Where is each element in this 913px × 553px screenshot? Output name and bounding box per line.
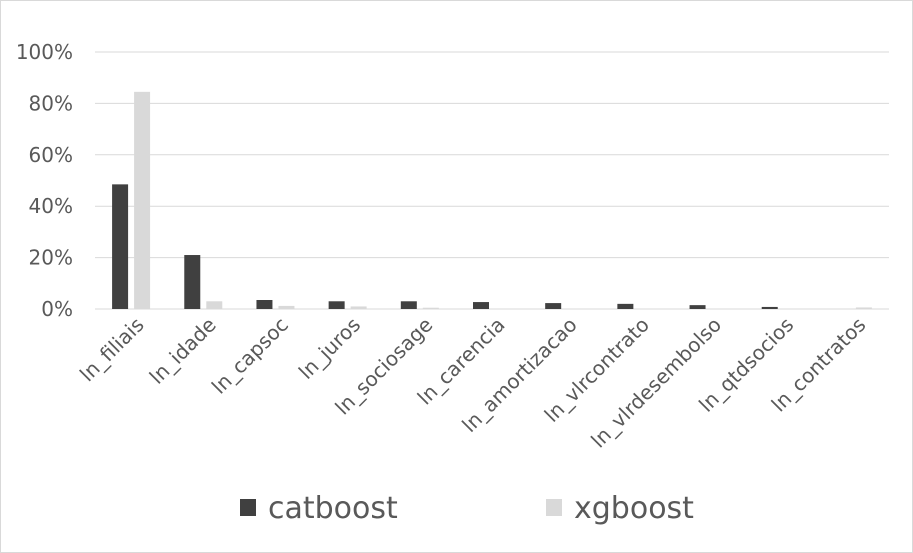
bar-catboost bbox=[328, 301, 345, 309]
x-tick-label: ln_vlrdesembolso bbox=[586, 313, 726, 453]
y-tick-label: 100% bbox=[16, 40, 73, 64]
bar-xgboost bbox=[206, 301, 223, 309]
bar-catboost bbox=[400, 301, 417, 309]
bar-catboost bbox=[256, 300, 273, 309]
bar-catboost bbox=[689, 305, 706, 309]
bar-xgboost bbox=[422, 307, 439, 309]
bar-xgboost bbox=[855, 307, 872, 309]
y-tick-label: 20% bbox=[29, 246, 73, 270]
y-tick-label: 0% bbox=[41, 297, 73, 321]
bar-catboost bbox=[761, 306, 778, 309]
y-axis-ticks: 0% 20% 40% 60% 80% 100% bbox=[16, 40, 73, 321]
bars bbox=[112, 91, 872, 310]
legend: catboost xgboost bbox=[240, 491, 694, 526]
legend-label-xgboost: xgboost bbox=[574, 491, 694, 526]
gridlines bbox=[95, 51, 889, 310]
bar-catboost bbox=[617, 303, 634, 309]
bar-xgboost bbox=[278, 305, 295, 309]
y-tick-label: 40% bbox=[29, 194, 73, 218]
x-tick-label: ln_capsoc bbox=[207, 313, 293, 399]
legend-swatch-xgboost bbox=[546, 499, 562, 516]
y-tick-label: 80% bbox=[29, 91, 73, 115]
bar-xgboost bbox=[350, 306, 367, 309]
bar-catboost bbox=[184, 255, 201, 309]
legend-swatch-catboost bbox=[240, 499, 256, 516]
bar-catboost bbox=[545, 303, 562, 309]
x-tick-label: ln_juros bbox=[294, 313, 365, 384]
bar-catboost bbox=[473, 302, 489, 309]
bar-xgboost bbox=[134, 91, 151, 310]
bar-catboost bbox=[112, 184, 129, 309]
legend-label-catboost: catboost bbox=[268, 491, 398, 526]
x-tick-label: ln_idade bbox=[145, 313, 221, 389]
x-tick-label: ln_filiais bbox=[75, 313, 149, 387]
y-tick-label: 60% bbox=[29, 143, 73, 167]
